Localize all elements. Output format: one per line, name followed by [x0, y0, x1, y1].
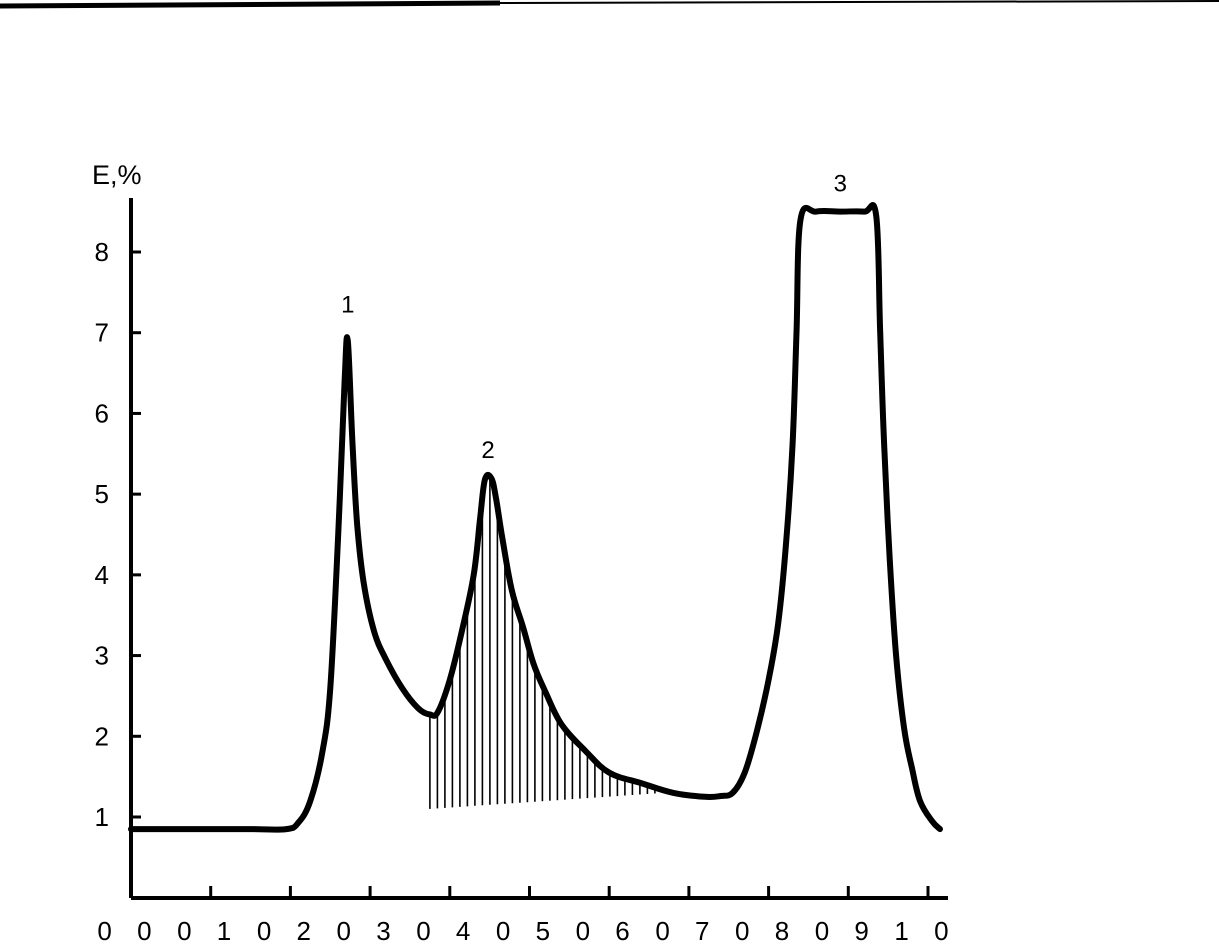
x-tick-label: 0 7	[655, 916, 718, 944]
y-tick-label: 6	[95, 398, 109, 428]
x-tick-label: 0 6	[576, 916, 639, 944]
peak-label: 1	[341, 292, 354, 319]
y-tick-label: 4	[95, 560, 109, 590]
y-axis-title: E,%	[92, 160, 142, 190]
x-tick-label: 0 1	[177, 916, 240, 944]
scan-border-artifacts	[0, 0, 1219, 9]
scan-border-line	[499, 0, 1219, 4]
y-tick-label: 8	[95, 237, 109, 267]
x-tick-label: 0 2	[257, 916, 320, 944]
y-tick-label: 3	[95, 641, 109, 671]
x-tick-label: 0 9	[815, 916, 878, 944]
scan-border-line	[0, 0, 501, 9]
x-axis-ticks: 0 0 0 1 0 2 0 3 0 4 0 5 0 6 0 7 0 8 0 9 1 0	[97, 886, 957, 944]
x-tick-label: 0 8	[735, 916, 798, 944]
y-tick-label: 1	[95, 802, 109, 832]
peak-label: 3	[834, 170, 847, 197]
data-series-line	[128, 202, 943, 833]
y-tick-label: 2	[95, 721, 109, 751]
x-tick-label: 0 5	[496, 916, 559, 944]
shaded-area	[429, 478, 664, 809]
peak-label: 2	[481, 437, 494, 464]
peak-labels: 1 2 3	[341, 170, 847, 463]
x-tick-label: 1 0	[894, 916, 957, 944]
y-axis-ticks: 1 2 3 4 5 6 7 8	[95, 237, 141, 832]
x-tick-label: 0 4	[416, 916, 479, 944]
x-tick-label: 0 3	[337, 916, 400, 944]
x-tick-label: 0 0	[97, 916, 160, 944]
y-tick-label: 5	[95, 479, 109, 509]
axes	[129, 198, 948, 900]
y-tick-label: 7	[95, 318, 109, 348]
